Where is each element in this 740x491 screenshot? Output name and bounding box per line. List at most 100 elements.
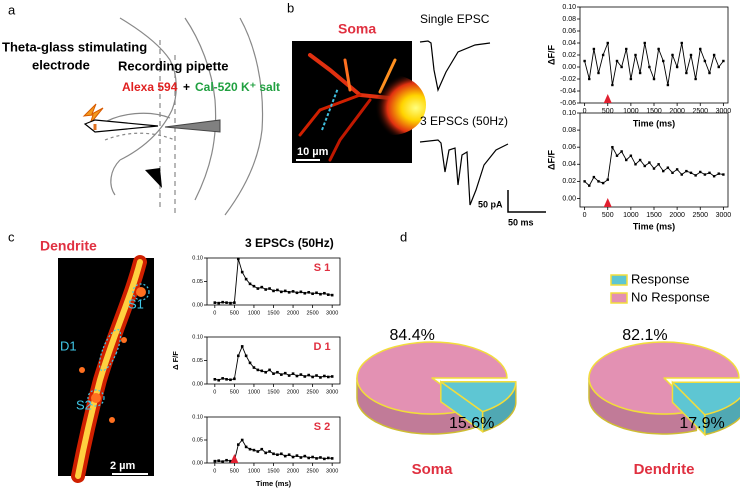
stimulus-marker xyxy=(230,454,239,463)
x-tick-label: 2000 xyxy=(669,108,685,115)
data-point xyxy=(634,53,637,57)
data-point xyxy=(299,290,303,294)
data-point xyxy=(662,169,665,173)
data-point xyxy=(625,158,628,162)
data-point xyxy=(648,65,651,69)
data-point xyxy=(638,71,642,75)
data-point xyxy=(311,375,314,379)
pie-value-label: 17.9% xyxy=(679,415,724,432)
data-point xyxy=(221,300,224,304)
data-point xyxy=(666,166,670,169)
y-tick-label: 0.00 xyxy=(192,460,203,466)
data-point xyxy=(303,375,307,378)
data-point xyxy=(699,170,702,174)
data-point xyxy=(689,171,693,175)
data-point xyxy=(712,175,716,178)
data-point xyxy=(703,59,707,63)
y-tick-label: 0.04 xyxy=(562,40,576,47)
stimulus-marker xyxy=(603,198,612,207)
y-tick-label: 0.08 xyxy=(562,127,576,134)
soma-body xyxy=(358,75,426,135)
pie-value-label: 15.6% xyxy=(449,415,494,432)
x-tick-label: 0 xyxy=(213,389,216,395)
data-point xyxy=(583,59,586,63)
x-tick-label: 2000 xyxy=(287,389,299,395)
data-point xyxy=(244,277,248,281)
data-point xyxy=(615,154,619,157)
data-point xyxy=(283,289,287,293)
trace-label: S 2 xyxy=(314,421,331,433)
data-point xyxy=(280,452,283,456)
data-point xyxy=(323,374,326,378)
data-point xyxy=(330,375,334,378)
data-point xyxy=(722,173,725,176)
data-point xyxy=(260,369,264,373)
x-tick-label: 1000 xyxy=(623,212,639,219)
epsc-trace xyxy=(419,139,509,206)
data-point xyxy=(597,180,600,183)
data-point xyxy=(620,150,623,153)
data-point xyxy=(326,293,330,296)
data-point xyxy=(303,291,307,295)
data-point xyxy=(225,301,228,304)
y-tick-label: 0.05 xyxy=(192,358,203,364)
x-tick-label: 1500 xyxy=(267,389,279,395)
data-point xyxy=(662,59,665,63)
data-point xyxy=(221,460,224,463)
data-point xyxy=(708,171,711,175)
trace-title: 3 EPSCs (50Hz) xyxy=(420,114,508,128)
data-point xyxy=(244,445,248,449)
data-point xyxy=(685,71,688,75)
data-point xyxy=(323,291,326,295)
pie-title: Soma xyxy=(412,461,454,478)
x-tick-label: 1000 xyxy=(248,310,260,316)
data-point xyxy=(643,164,646,168)
data-point xyxy=(601,53,605,57)
data-point xyxy=(307,456,311,460)
x-tick-label: 2500 xyxy=(692,108,708,115)
pie-slice xyxy=(671,381,740,416)
data-point xyxy=(615,59,619,63)
pie-slice xyxy=(356,341,508,415)
data-point xyxy=(268,368,271,372)
data-point xyxy=(252,366,256,369)
data-point xyxy=(268,287,271,290)
panel-label: b xyxy=(287,0,294,15)
data-point xyxy=(592,47,596,51)
data-point xyxy=(680,173,683,176)
data-point xyxy=(675,168,679,171)
image-title: Dendrite xyxy=(40,238,97,254)
x-tick-label: 500 xyxy=(602,212,614,219)
data-point xyxy=(666,83,670,87)
data-point xyxy=(213,459,217,463)
data-point xyxy=(620,65,623,69)
data-point xyxy=(588,184,591,187)
data-point xyxy=(283,454,287,458)
data-point xyxy=(319,456,322,459)
x-tick-label: 500 xyxy=(230,310,239,316)
recording-pipette xyxy=(164,119,221,133)
data-point xyxy=(233,377,236,381)
stimulus-marker xyxy=(603,94,612,103)
data-point xyxy=(611,83,614,87)
data-point xyxy=(712,53,716,57)
y-tick-label: 0.06 xyxy=(562,28,576,35)
data-point xyxy=(236,354,240,358)
data-point xyxy=(671,53,674,57)
data-point xyxy=(295,374,299,378)
data-point xyxy=(280,290,283,294)
label: + xyxy=(183,80,190,94)
image-title: Soma xyxy=(338,21,376,37)
data-point xyxy=(625,47,628,51)
line-scan xyxy=(321,87,339,131)
data-line xyxy=(214,439,333,463)
x-tick-label: 3000 xyxy=(716,108,732,115)
data-point xyxy=(236,257,240,261)
y-tick-label: 0.10 xyxy=(562,110,576,117)
x-tick-label: 1000 xyxy=(623,108,639,115)
y-tick-label: 0.05 xyxy=(192,279,203,285)
y-tick-label: 0.00 xyxy=(192,302,203,308)
data-point xyxy=(225,458,228,462)
trace-label: S 1 xyxy=(314,262,331,274)
